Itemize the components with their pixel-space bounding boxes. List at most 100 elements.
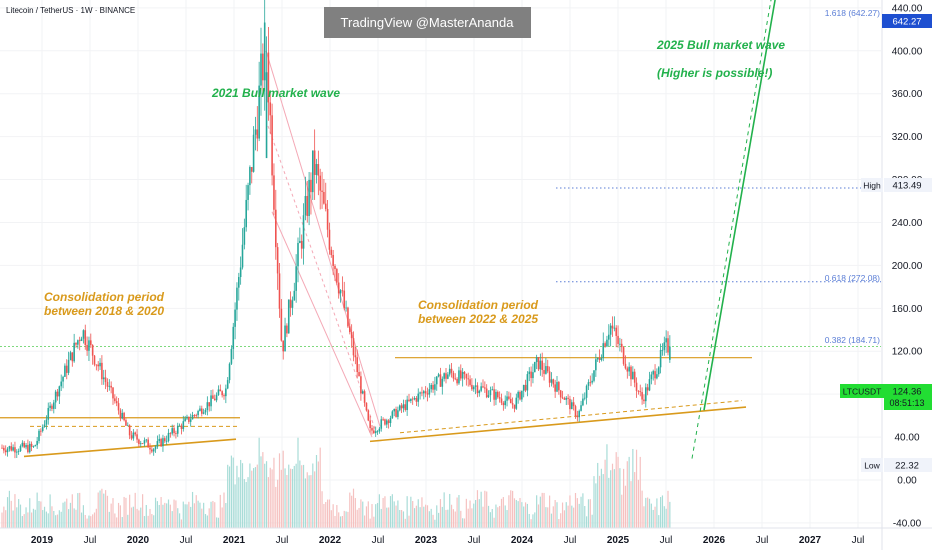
candle-body <box>334 265 336 270</box>
candle-body <box>478 390 481 394</box>
candle-body <box>14 447 16 453</box>
candle-body <box>293 290 296 301</box>
volume-bar <box>669 501 671 528</box>
candle-body <box>297 242 299 267</box>
volume-bar <box>513 498 516 528</box>
time-axis[interactable]: 2019 Jul 2020 Jul 2021 Jul 2022 Jul 2023 Jul 2024 J… <box>0 527 932 546</box>
x-tick-label: Jul <box>852 535 865 546</box>
candle-body <box>291 300 294 308</box>
volume-bar <box>154 497 157 528</box>
volume-bar <box>489 512 491 528</box>
volume-bar <box>84 514 86 528</box>
x-tick-label: 2023 <box>415 535 438 546</box>
candle-body <box>456 379 458 384</box>
volume-bar <box>351 495 353 528</box>
candle-body <box>258 85 260 139</box>
high-label: High <box>863 181 881 191</box>
volume-bar <box>251 470 253 528</box>
volume-bar <box>460 510 462 528</box>
candle-body <box>598 357 601 360</box>
candle-body <box>228 363 231 381</box>
volume-bar <box>249 463 251 528</box>
candle-body <box>363 391 366 403</box>
candle-body <box>138 439 140 444</box>
candle-body <box>86 344 88 351</box>
candle-body <box>114 398 116 402</box>
volume-bar <box>356 509 358 528</box>
candle-body <box>82 330 85 339</box>
candle-body <box>147 439 149 448</box>
candle-body <box>287 299 290 334</box>
candle-body <box>439 374 442 387</box>
volume-bar <box>650 503 652 528</box>
candle-body <box>117 403 120 411</box>
volume-bar <box>423 506 425 528</box>
volume-bar <box>227 464 229 528</box>
volume-bar <box>608 477 610 528</box>
candle-body <box>256 129 259 139</box>
x-tick-label: 2022 <box>319 535 342 546</box>
candle-body <box>91 344 94 356</box>
candle-body <box>193 415 196 416</box>
candle-body <box>650 374 653 380</box>
volume-bar <box>58 510 60 528</box>
candle-body <box>217 389 220 395</box>
volume-bar <box>554 500 556 528</box>
volume-bar <box>611 463 614 528</box>
y-tick-label: 400.00 <box>892 46 923 57</box>
candle-body <box>330 249 333 255</box>
volume-bar <box>508 495 510 528</box>
candle-body <box>154 446 157 450</box>
support-line-2 <box>369 406 747 443</box>
candle-body <box>432 384 434 390</box>
volume-bar <box>10 500 12 528</box>
candle-body <box>306 195 309 217</box>
volume-bar <box>589 499 591 528</box>
volume-bar <box>295 463 297 528</box>
volume-bar <box>491 508 493 528</box>
volume-bar <box>204 513 207 528</box>
volume-bar <box>602 474 604 528</box>
volume-bar <box>519 497 521 528</box>
candle-body <box>502 402 505 406</box>
volume-bar <box>42 510 44 528</box>
volume-bar <box>449 493 451 528</box>
candle-body <box>652 371 654 375</box>
volume-bar <box>219 494 221 528</box>
candle-body <box>360 376 362 394</box>
volume-bar <box>410 496 412 528</box>
candle-body <box>487 395 490 398</box>
volume-bars <box>1 437 671 528</box>
volume-bar <box>549 495 551 528</box>
volume-bar <box>142 494 144 528</box>
volume-bar <box>304 478 306 528</box>
volume-bar <box>153 515 155 528</box>
candle-body <box>189 419 192 422</box>
volume-bar <box>341 516 343 528</box>
candle-body <box>169 432 172 434</box>
volume-bar <box>458 495 460 528</box>
candle-body <box>428 389 431 395</box>
candle-body <box>230 348 233 364</box>
volume-bar <box>339 516 342 528</box>
candle-body <box>145 439 148 441</box>
volume-bar <box>412 501 414 528</box>
candle-body <box>398 405 401 411</box>
candle-body <box>238 277 240 288</box>
candle-body <box>289 299 292 308</box>
candle-body <box>204 410 207 413</box>
volume-bar <box>445 509 447 528</box>
volume-bar <box>619 468 621 528</box>
x-tick-label: 2024 <box>511 535 534 546</box>
y-tick-label: 120.00 <box>892 347 923 358</box>
volume-bar <box>210 501 212 528</box>
volume-bar <box>182 501 184 528</box>
candle-body <box>465 374 468 379</box>
y-tick-label: 160.00 <box>892 304 923 315</box>
volume-bar <box>60 511 62 528</box>
candle-body <box>387 420 390 424</box>
candle-body <box>175 433 177 434</box>
volume-bar <box>1 512 3 528</box>
volume-bar <box>419 507 421 528</box>
